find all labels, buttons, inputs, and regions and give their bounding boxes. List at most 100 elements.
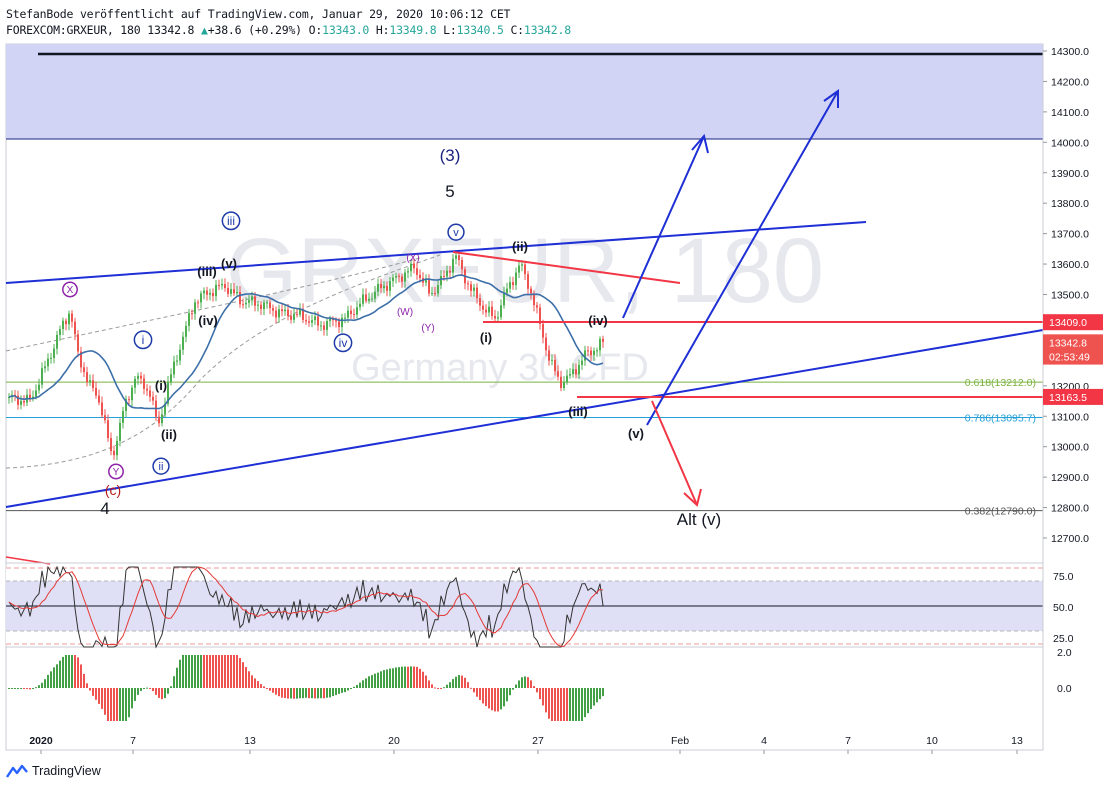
price-tick-label: 12900.0 bbox=[1051, 472, 1089, 484]
candle-body bbox=[407, 271, 409, 273]
candle-body bbox=[281, 309, 283, 312]
wave-label-circle bbox=[333, 333, 353, 353]
candle-body bbox=[557, 371, 559, 377]
candle-body bbox=[392, 277, 394, 282]
candle-body bbox=[71, 313, 73, 322]
open-label: O: bbox=[308, 23, 323, 37]
candle-body bbox=[290, 316, 292, 320]
candle-body bbox=[62, 320, 64, 330]
candle-body bbox=[410, 263, 412, 272]
candle-body bbox=[326, 321, 328, 330]
candle-body bbox=[236, 291, 238, 294]
ao-bar bbox=[533, 686, 535, 688]
ao-bar bbox=[77, 657, 79, 688]
price-tag-label: 13342.8 bbox=[1049, 337, 1087, 349]
candle-body bbox=[431, 292, 433, 294]
candle-body bbox=[503, 292, 505, 306]
symbol-ohlc-line: FOREXCOM:GRXEUR, 180 13342.8 ▲+38.6 (+0.… bbox=[6, 22, 571, 38]
ao-bar bbox=[305, 688, 307, 698]
ao-bar bbox=[425, 675, 427, 688]
ao-bar bbox=[68, 655, 70, 688]
ao-bar bbox=[35, 687, 37, 689]
ao-bar bbox=[56, 664, 58, 688]
wave-label: (W) bbox=[397, 307, 413, 318]
ao-bar bbox=[515, 684, 517, 688]
price-tick-label: 13900.0 bbox=[1051, 168, 1089, 180]
candle-body bbox=[104, 415, 106, 421]
ao-bar bbox=[368, 676, 370, 688]
candle-body bbox=[176, 360, 178, 362]
wave-label: 4 bbox=[100, 499, 109, 518]
candle-body bbox=[83, 367, 85, 373]
ao-bar bbox=[560, 688, 562, 721]
wave-label: (iv) bbox=[198, 313, 218, 328]
fib-level-label: 0.382(12790.0) bbox=[965, 506, 1036, 518]
close-label: C: bbox=[510, 23, 524, 37]
wave-label-circle bbox=[447, 223, 465, 241]
ao-bar bbox=[215, 655, 217, 688]
candle-body bbox=[311, 320, 313, 323]
candle-body bbox=[98, 395, 100, 403]
ao-bar bbox=[557, 688, 559, 721]
ao-bar bbox=[470, 687, 472, 689]
ao-bar bbox=[287, 688, 289, 699]
candle-body bbox=[284, 309, 286, 312]
candle-body bbox=[248, 300, 250, 303]
ao-bar bbox=[377, 672, 379, 688]
ao-bar bbox=[350, 688, 352, 689]
wave-label: (i) bbox=[155, 378, 167, 393]
time-axis: 2020 7 13 20 27 Feb 4 7 10 13 bbox=[29, 735, 1023, 754]
price-axis-tags: 13409.0 13342.8 02:53:49 13163.5 bbox=[1043, 314, 1103, 405]
ao-bar bbox=[491, 688, 493, 711]
candle-body bbox=[50, 357, 52, 359]
candle-body bbox=[191, 313, 193, 315]
ao-bar bbox=[101, 688, 103, 709]
wave-label-circle bbox=[108, 463, 124, 480]
ao-bar bbox=[110, 688, 112, 721]
candle-body bbox=[590, 350, 592, 356]
wave-label: 5 bbox=[445, 182, 454, 201]
candle-body bbox=[47, 358, 49, 367]
wave-label: (iii) bbox=[197, 264, 217, 279]
candle-body bbox=[500, 305, 502, 318]
candlestick-series bbox=[8, 251, 604, 461]
candle-body bbox=[395, 275, 397, 278]
ao-bar bbox=[182, 655, 184, 688]
candle-body bbox=[92, 380, 94, 388]
ao-bar bbox=[446, 684, 448, 688]
candle-body bbox=[230, 289, 232, 294]
candle-body bbox=[86, 372, 88, 382]
indicator-axis-ticks: 75.0 50.0 25.0 2.0 0.0 bbox=[1053, 571, 1074, 695]
price-tick-label: 14200.0 bbox=[1051, 76, 1089, 88]
ao-bar bbox=[152, 688, 154, 692]
ao-bar bbox=[86, 683, 88, 688]
candle-body bbox=[95, 387, 97, 396]
candle-body bbox=[584, 350, 586, 361]
ao-bar bbox=[584, 688, 586, 718]
ao-bar bbox=[554, 688, 556, 721]
ao-bar bbox=[245, 667, 247, 688]
ao-bar bbox=[275, 688, 277, 695]
ao-bar bbox=[230, 655, 232, 688]
publisher-line: StefanBode veröffentlicht auf TradingVie… bbox=[6, 7, 511, 21]
ao-tick-label: 0.0 bbox=[1057, 683, 1072, 695]
candle-body bbox=[203, 290, 205, 294]
candle-body bbox=[59, 329, 61, 335]
ao-bar bbox=[506, 688, 508, 702]
candle-body bbox=[602, 338, 604, 342]
candle-body bbox=[488, 306, 490, 313]
ao-bar bbox=[428, 680, 430, 688]
candle-body bbox=[212, 292, 214, 297]
candle-body bbox=[578, 364, 580, 375]
ao-bar bbox=[206, 655, 208, 688]
ao-bar bbox=[407, 666, 409, 688]
ao-bar bbox=[173, 676, 175, 688]
candle-body bbox=[491, 306, 493, 316]
tradingview-logo[interactable]: TradingView bbox=[6, 764, 101, 778]
ao-bar bbox=[197, 655, 199, 688]
candle-body bbox=[338, 321, 340, 328]
wave-label: (ii) bbox=[512, 239, 528, 254]
ao-bar bbox=[263, 686, 265, 688]
ao-bar bbox=[107, 688, 109, 721]
